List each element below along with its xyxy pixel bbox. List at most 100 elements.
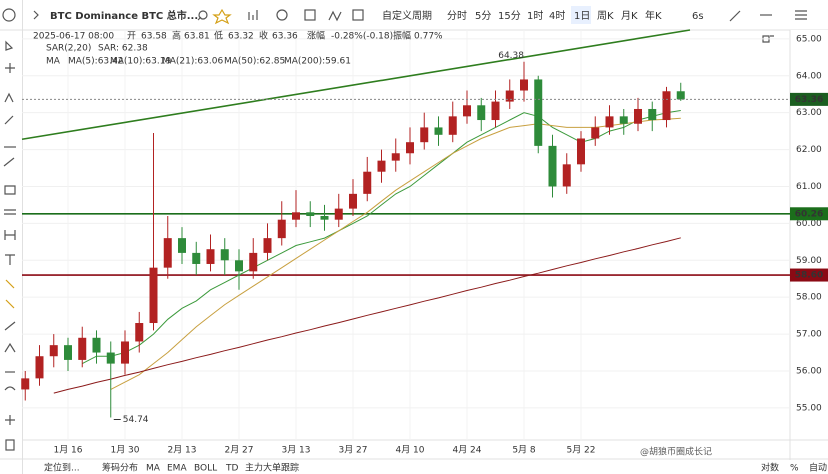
candle-body [377,160,386,172]
period-button[interactable]: 1时 [527,10,543,22]
period-button[interactable]: 5分 [475,10,491,22]
price-tag-label: 60.26 [795,209,823,219]
y-tick-label: 56.00 [796,366,822,376]
indicator-tab[interactable]: 筹码分布 [102,462,138,474]
indicator-tab[interactable]: MA [146,464,161,474]
indicator-label: SAR(2,20) [46,44,91,54]
candle-body [149,267,158,324]
candle-body [49,345,58,357]
axis-option[interactable]: 对数 [761,462,779,474]
y-tick-label: 61.00 [796,182,822,192]
candle-body [505,90,514,102]
legend-entry: MA(5):63.42 [68,57,123,67]
header-text: 63.36 [272,32,298,42]
x-tick-label: 4月 24 [452,445,481,456]
candle-body [292,212,300,220]
period-button[interactable]: 年K [645,9,662,22]
y-tick-label: 65.00 [796,34,822,44]
period-button[interactable]: 4时 [549,10,565,22]
price-tag-label: 63.36 [795,95,823,105]
logo-icon[interactable] [2,8,16,22]
candle-body [21,378,30,390]
candle-body [178,238,186,253]
x-tick-label: 1月 30 [110,445,139,456]
indicator-tab[interactable]: BOLL [194,464,217,474]
candle-body [520,79,528,91]
header-text: 低 [214,30,223,42]
candle-body [206,249,215,264]
candle-body [106,352,115,364]
candle-body [349,193,357,209]
header-text: 涨幅 [307,30,325,42]
candle-body [121,341,129,364]
candle-body [591,127,600,139]
x-tick-label: 2月 27 [224,445,253,456]
period-button[interactable]: 周K [597,10,614,22]
header-text: 收 [259,30,268,42]
y-tick-label: 57.00 [796,330,822,340]
candle-body [648,108,657,121]
period-button[interactable]: 15分 [498,10,521,22]
left-tools[interactable] [3,40,16,451]
header-text: 0.77% [414,32,443,42]
candle-body [577,138,585,165]
period-button[interactable]: 1日 [574,11,590,22]
price-tag [790,207,828,221]
candle-body [92,337,101,353]
refresh-interval[interactable]: 6s [692,11,704,22]
period-button[interactable]: 月K [621,10,638,22]
indicator-tab[interactable]: 主力大单跟踪 [245,462,299,474]
header-text: 振幅 [393,30,411,42]
candle-body [605,116,614,128]
candle-body [163,238,172,268]
candle-body [619,116,628,124]
candle-body [477,105,486,121]
candle-body [263,238,272,253]
header-text: 2025-06-17 08:00 [33,32,114,42]
left-toolbar-border [22,0,23,474]
top-icons[interactable] [33,8,807,25]
price-tag [790,92,828,106]
high-annotation: 64.38 [498,51,524,61]
header-text: 开 [127,31,136,42]
indicator-tab[interactable]: EMA [167,464,187,474]
ma-line [110,117,681,390]
ma-line [82,110,681,365]
y-tick-label: 58.00 [796,293,822,303]
candle-body [562,164,571,187]
axis-option[interactable]: 自动 [809,462,827,474]
indicator-label: MA [46,57,61,67]
price-tag [790,268,828,282]
indicator-tab[interactable]: TD [225,464,238,474]
header-text: 63.81 [184,32,210,42]
period-menu[interactable]: 自定义周期 [382,9,432,22]
watermark: @胡狼币圈成长记 [640,446,712,458]
y-tick-label: 64.00 [796,71,822,81]
x-tick-label: 3月 27 [338,445,367,456]
candle-body [64,345,72,360]
header-text: 高 [172,30,181,42]
x-tick-label: 3月 13 [281,445,310,456]
top-toolbar [0,0,828,30]
period-button[interactable]: 分时 [447,10,467,22]
candle-body [448,116,457,135]
symbol-title[interactable]: BTC Dominance BTC 总市... [50,9,198,22]
candle-body [420,127,429,143]
axis-option[interactable]: % [790,464,799,474]
candle-body [662,91,671,121]
x-tick-label: 4月 10 [395,445,424,456]
header-text: -0.28%(-0.18) [331,32,393,42]
fullscreen-icon[interactable] [762,35,774,43]
header-text: 63.58 [141,32,167,42]
y-tick-label: 59.00 [796,256,822,266]
locate-button[interactable]: 定位到... [44,462,80,474]
x-tick-label: 1月 16 [53,445,82,456]
legend-entry: MA(50):62.85 [224,57,285,67]
legend-entry: MA(21):63.06 [162,57,223,67]
candle-body [334,208,343,220]
candle-body [220,249,229,261]
price-tag-label: 58.60 [795,271,823,281]
candle-body [548,145,557,187]
candle-body [534,79,543,146]
